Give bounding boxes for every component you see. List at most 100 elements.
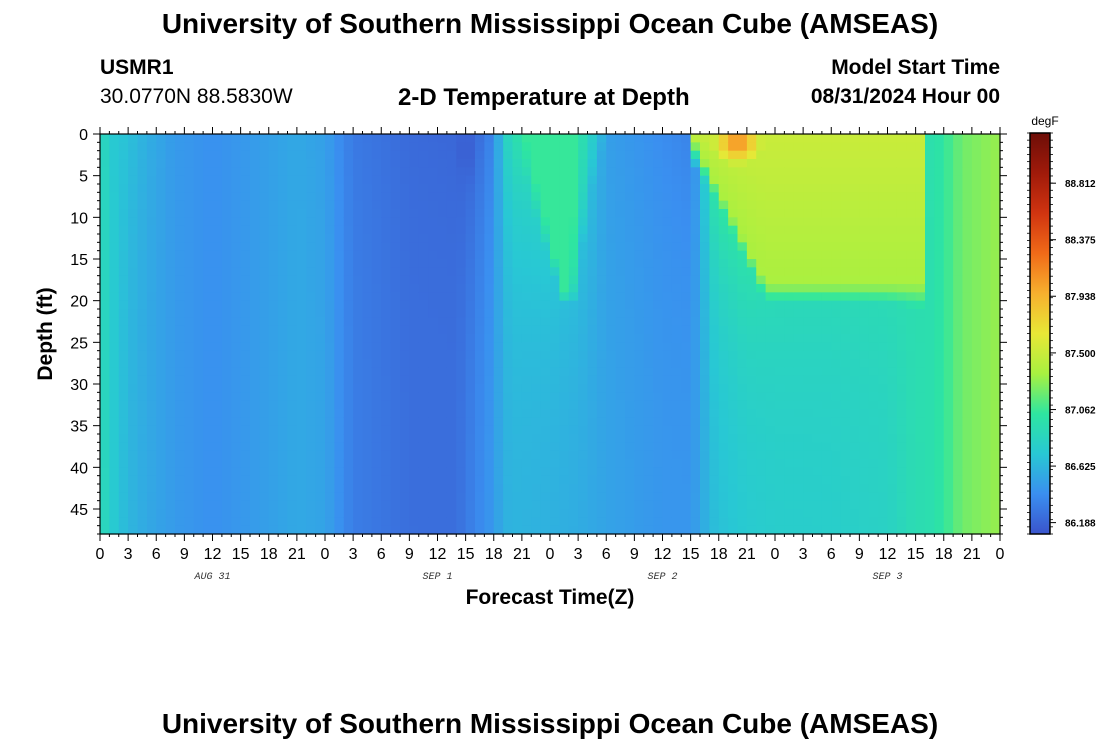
heatmap-cell (175, 292, 185, 302)
heatmap-cell (278, 517, 289, 527)
heatmap-cell (587, 192, 598, 202)
heatmap-cell (296, 325, 307, 335)
heatmap-cell (821, 517, 832, 527)
heatmap-cell (334, 175, 345, 185)
heatmap-cell (221, 475, 232, 485)
heatmap-cell (709, 184, 720, 193)
heatmap-cell (587, 259, 598, 268)
heatmap-cell (831, 375, 842, 385)
heatmap-cell (100, 325, 110, 335)
heatmap-cell (700, 492, 710, 502)
heatmap-cell (943, 300, 954, 310)
heatmap-cell (700, 184, 710, 193)
heatmap-cell (503, 234, 514, 243)
heatmap-cell (409, 150, 420, 160)
heatmap-cell (512, 484, 523, 493)
heatmap-cell (165, 167, 176, 177)
heatmap-cell (240, 167, 251, 177)
heatmap-cell (465, 142, 476, 152)
heatmap-cell (362, 184, 373, 193)
heatmap-cell (550, 200, 560, 210)
heatmap-cell (156, 192, 167, 202)
heatmap-cell (765, 175, 776, 185)
model-start-value: 08/31/2024 Hour 00 (810, 85, 1000, 108)
heatmap-cell (821, 334, 832, 343)
heatmap-cell (306, 167, 317, 177)
heatmap-cell (381, 484, 392, 493)
heatmap-cell (643, 442, 654, 452)
heatmap-cell (700, 384, 710, 393)
heatmap-cell (803, 192, 814, 202)
heatmap-cell (812, 450, 823, 460)
heatmap-cell (596, 500, 607, 510)
heatmap-cell (212, 175, 223, 185)
heatmap-cell (184, 334, 195, 343)
heatmap-cell (268, 134, 279, 143)
heatmap-cell (428, 450, 439, 460)
heatmap-cell (662, 417, 673, 427)
heatmap-cell (118, 384, 129, 393)
heatmap-cell (634, 134, 645, 143)
heatmap-cell (709, 392, 720, 402)
heatmap-cell (493, 392, 504, 402)
heatmap-cell (353, 267, 364, 277)
heatmap-cell (343, 234, 354, 243)
heatmap-cell (475, 375, 485, 385)
heatmap-cell (887, 209, 898, 218)
heatmap-cell (850, 150, 860, 160)
heatmap-cell (296, 134, 307, 143)
heatmap-cell (250, 300, 260, 310)
heatmap-cell (803, 284, 814, 293)
heatmap-cell (493, 450, 504, 460)
heatmap-cell (118, 325, 129, 335)
heatmap-cell (756, 192, 767, 202)
heatmap-cell (325, 184, 335, 193)
heatmap-cell (531, 392, 542, 402)
heatmap-cell (212, 459, 223, 468)
heatmap-cell (981, 234, 992, 243)
heatmap-cell (409, 267, 420, 277)
heatmap-cell (268, 492, 279, 502)
heatmap-cell (746, 334, 757, 343)
heatmap-cell (184, 475, 195, 485)
heatmap-cell (550, 234, 560, 243)
heatmap-cell (400, 292, 410, 302)
heatmap-cell (146, 484, 157, 493)
heatmap-cell (175, 234, 185, 243)
heatmap-cell (840, 500, 851, 510)
heatmap-cell (953, 309, 964, 318)
heatmap-cell (643, 209, 654, 218)
heatmap-cell (465, 509, 476, 518)
heatmap-cell (381, 367, 392, 377)
heatmap-cell (400, 500, 410, 510)
heatmap-cell (259, 500, 270, 510)
heatmap-cell (596, 309, 607, 318)
heatmap-cell (737, 450, 748, 460)
heatmap-cell (756, 275, 767, 285)
heatmap-cell (437, 217, 448, 227)
heatmap-cell (728, 500, 739, 510)
heatmap-cell (212, 309, 223, 318)
y-tick-label: 40 (70, 460, 88, 477)
heatmap-cell (437, 159, 448, 168)
heatmap-cell (184, 500, 195, 510)
heatmap-cell (850, 300, 860, 310)
heatmap-cell (681, 184, 692, 193)
heatmap-cell (118, 509, 129, 518)
heatmap-cell (503, 434, 514, 443)
heatmap-cell (484, 400, 495, 410)
heatmap-cell (437, 200, 448, 210)
heatmap-cell (334, 292, 345, 302)
heatmap-cell (521, 200, 532, 210)
heatmap-cell (934, 509, 945, 518)
heatmap-cell (925, 250, 935, 260)
heatmap-cell (193, 209, 204, 218)
heatmap-cell (146, 217, 157, 227)
heatmap-cell (137, 384, 148, 393)
heatmap-cell (878, 400, 889, 410)
heatmap-cell (831, 134, 842, 143)
heatmap-cell (568, 284, 579, 293)
heatmap-cell (100, 384, 110, 393)
heatmap-cell (550, 342, 560, 352)
heatmap-cell (803, 292, 814, 302)
